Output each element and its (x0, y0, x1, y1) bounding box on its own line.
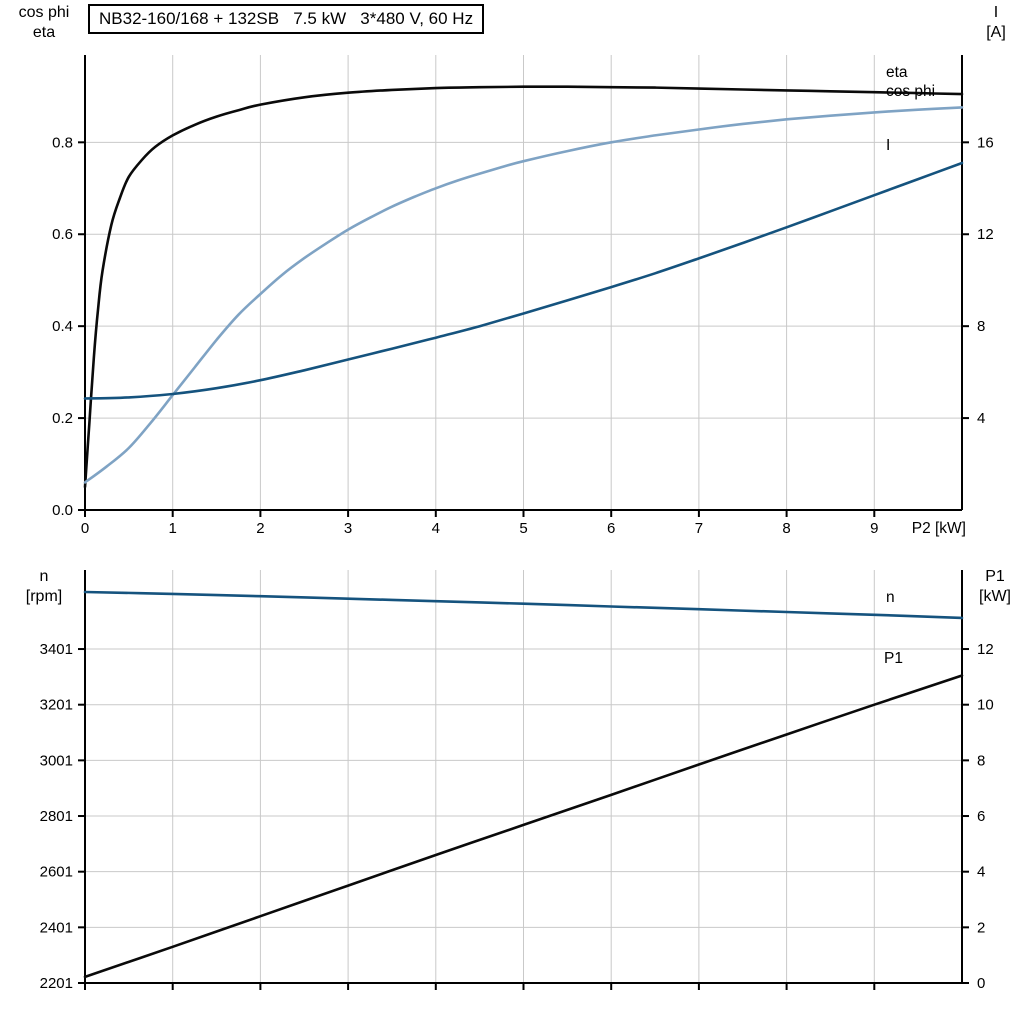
x-axis-label: P2 [kW] (912, 520, 966, 537)
p1-curve (83, 674, 964, 979)
x-tick-label: 2 (256, 520, 264, 537)
y-left-tick-label: 0.6 (52, 226, 73, 243)
x-tick-label: 6 (607, 520, 615, 537)
y-left-tick-label: 0.2 (52, 410, 73, 427)
y-right-tick-label: 10 (977, 697, 994, 714)
x-tick-label: 0 (81, 520, 89, 537)
y-left-tick-label: 2601 (40, 864, 73, 881)
right-axis-title-ampere-unit: [A] (986, 24, 1006, 41)
y-left-tick-label: 0.4 (52, 318, 73, 335)
y-right-tick-label: 12 (977, 641, 994, 658)
y-right-tick-label: 8 (977, 752, 985, 769)
left-axis-title-speed: n (39, 568, 49, 585)
n-curve-label: n (886, 589, 895, 606)
cos-phi-curve (83, 106, 964, 484)
left-axis-title-rpm-unit: [rpm] (25, 588, 63, 605)
left-axis-title-eta: eta (32, 24, 56, 41)
y-right-tick-label: 6 (977, 808, 985, 825)
n-curve (83, 590, 964, 620)
bottom-chart-right-axis-title: P1 [kW] (966, 567, 1024, 607)
bottom-chart-left-axis-title: n [rpm] (4, 567, 84, 607)
y-left-tick-label: 0.8 (52, 134, 73, 151)
y-left-tick-label: 3401 (40, 641, 73, 658)
p1-curve-label: P1 (884, 650, 903, 667)
x-tick-label: 1 (169, 520, 177, 537)
i-curve-label: I (886, 137, 890, 154)
chart-title: NB32-160/168 + 132SB 7.5 kW 3*480 V, 60 … (88, 4, 485, 34)
y-right-tick-label: 16 (977, 134, 994, 151)
x-tick-label: 4 (432, 520, 440, 537)
x-tick-label: 7 (695, 520, 703, 537)
y-right-tick-label: 12 (977, 226, 994, 243)
eta-curve-label: eta (886, 64, 908, 81)
eta-curve (83, 85, 964, 489)
y-right-tick-label: 4 (977, 410, 985, 427)
y-right-tick-label: 0 (977, 975, 985, 992)
y-left-tick-label: 3001 (40, 752, 73, 769)
right-axis-title-p1: P1 (985, 568, 1005, 585)
x-tick-label: 9 (870, 520, 878, 537)
top-chart-right-axis-title: I [A] (972, 3, 1020, 43)
y-left-tick-label: 2401 (40, 919, 73, 936)
x-tick-label: 5 (519, 520, 527, 537)
y-left-tick-label: 2201 (40, 975, 73, 992)
y-right-tick-label: 2 (977, 919, 985, 936)
y-left-tick-label: 3201 (40, 697, 73, 714)
y-right-tick-label: 8 (977, 318, 985, 335)
cos-phi-curve-label: cos phi (886, 83, 935, 100)
y-right-tick-label: 4 (977, 864, 985, 881)
y-left-tick-label: 0.0 (52, 502, 73, 519)
x-tick-label: 3 (344, 520, 352, 537)
x-tick-label: 8 (782, 520, 790, 537)
i-curve (83, 161, 964, 400)
left-axis-title-cos-phi: cos phi (18, 4, 70, 21)
right-axis-title-current: I (993, 4, 999, 21)
right-axis-title-kw-unit: [kW] (979, 588, 1011, 605)
top-chart-left-axis-title: cos phi eta (4, 3, 84, 43)
y-left-tick-label: 2801 (40, 808, 73, 825)
